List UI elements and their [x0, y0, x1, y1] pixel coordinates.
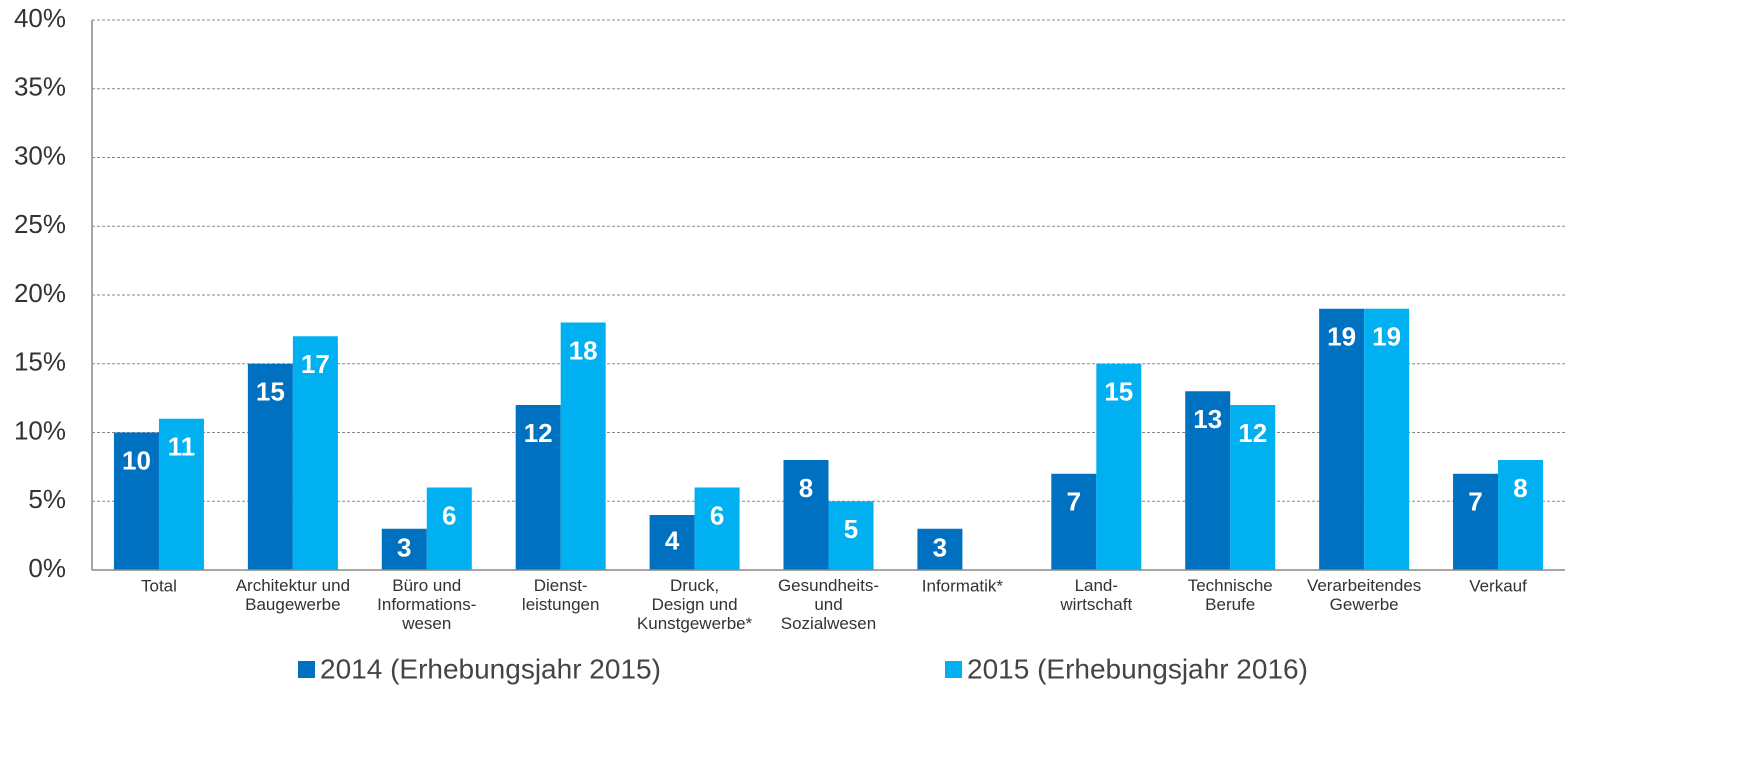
value-label: 8 [799, 473, 813, 503]
bar [828, 501, 874, 570]
value-label: 13 [1193, 404, 1222, 434]
bar [247, 363, 293, 570]
bar [1364, 308, 1410, 570]
value-label: 3 [933, 532, 947, 562]
bar [560, 322, 606, 570]
x-tick-label: Technische Berufe [1188, 576, 1273, 614]
value-label: 15 [256, 377, 285, 407]
value-label: 5 [844, 514, 858, 544]
x-tick-label: Dienst-leistungen [522, 576, 600, 614]
y-tick-label: 0% [28, 553, 66, 583]
x-tick-label: Land-wirtschaft [1059, 576, 1132, 614]
value-label: 11 [168, 432, 196, 462]
value-label: 3 [397, 532, 411, 562]
x-tick-label: Gesundheits-und Sozialwesen [778, 576, 879, 633]
value-label: 12 [524, 418, 553, 448]
y-tick-label: 5% [28, 484, 66, 514]
legend-label: 2015 (Erhebungsjahr 2016) [967, 653, 1308, 684]
value-label: 19 [1327, 322, 1356, 352]
bar [1185, 391, 1231, 570]
value-label: 15 [1104, 377, 1133, 407]
x-tick-label: Büro und Informations-wesen [377, 576, 476, 633]
x-tick-label: Druck, Design und Kunstgewerbe* [637, 576, 753, 633]
y-tick-label: 25% [14, 209, 66, 239]
y-tick-label: 15% [14, 347, 66, 377]
legend-label: 2014 (Erhebungsjahr 2015) [320, 653, 661, 684]
bar [292, 336, 338, 570]
legend-swatch [298, 661, 315, 678]
bar [158, 418, 204, 570]
bar [1319, 308, 1365, 570]
value-label: 19 [1372, 322, 1401, 352]
value-label: 7 [1067, 487, 1081, 517]
y-tick-label: 20% [14, 278, 66, 308]
value-label: 6 [710, 500, 724, 530]
bar [381, 528, 427, 570]
x-tick-label: Verarbeitendes Gewerbe [1307, 576, 1421, 614]
bar [694, 487, 740, 570]
legend-swatch [945, 661, 962, 678]
x-tick-label: Verkauf [1469, 576, 1527, 595]
value-label: 10 [122, 445, 151, 475]
x-tick-label: Architektur und Baugewerbe [236, 576, 350, 614]
bar [783, 460, 829, 570]
y-tick-label: 35% [14, 72, 66, 102]
bar [113, 432, 159, 570]
y-tick-label: 30% [14, 140, 66, 170]
value-label: 6 [442, 500, 456, 530]
bar [426, 487, 472, 570]
bar [1230, 405, 1276, 570]
y-tick-label: 10% [14, 415, 66, 445]
value-label: 17 [301, 349, 330, 379]
bar [649, 515, 695, 570]
bar [1096, 363, 1142, 570]
x-tick-label: Total [141, 576, 177, 595]
value-label: 4 [665, 525, 680, 555]
value-label: 12 [1238, 418, 1267, 448]
value-label: 8 [1513, 473, 1527, 503]
bar [1453, 473, 1499, 570]
y-tick-label: 40% [14, 3, 66, 33]
x-tick-label: Informatik* [922, 576, 1004, 595]
bar [1498, 460, 1544, 570]
bar [515, 405, 561, 570]
value-label: 7 [1468, 487, 1482, 517]
bar [1051, 473, 1097, 570]
bar [917, 528, 963, 570]
value-label: 18 [569, 335, 598, 365]
